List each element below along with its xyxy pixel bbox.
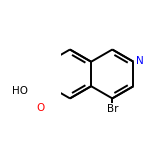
Text: N: N: [136, 56, 143, 66]
Text: Br: Br: [107, 104, 118, 114]
Text: HO: HO: [12, 86, 28, 96]
Text: O: O: [36, 103, 45, 113]
